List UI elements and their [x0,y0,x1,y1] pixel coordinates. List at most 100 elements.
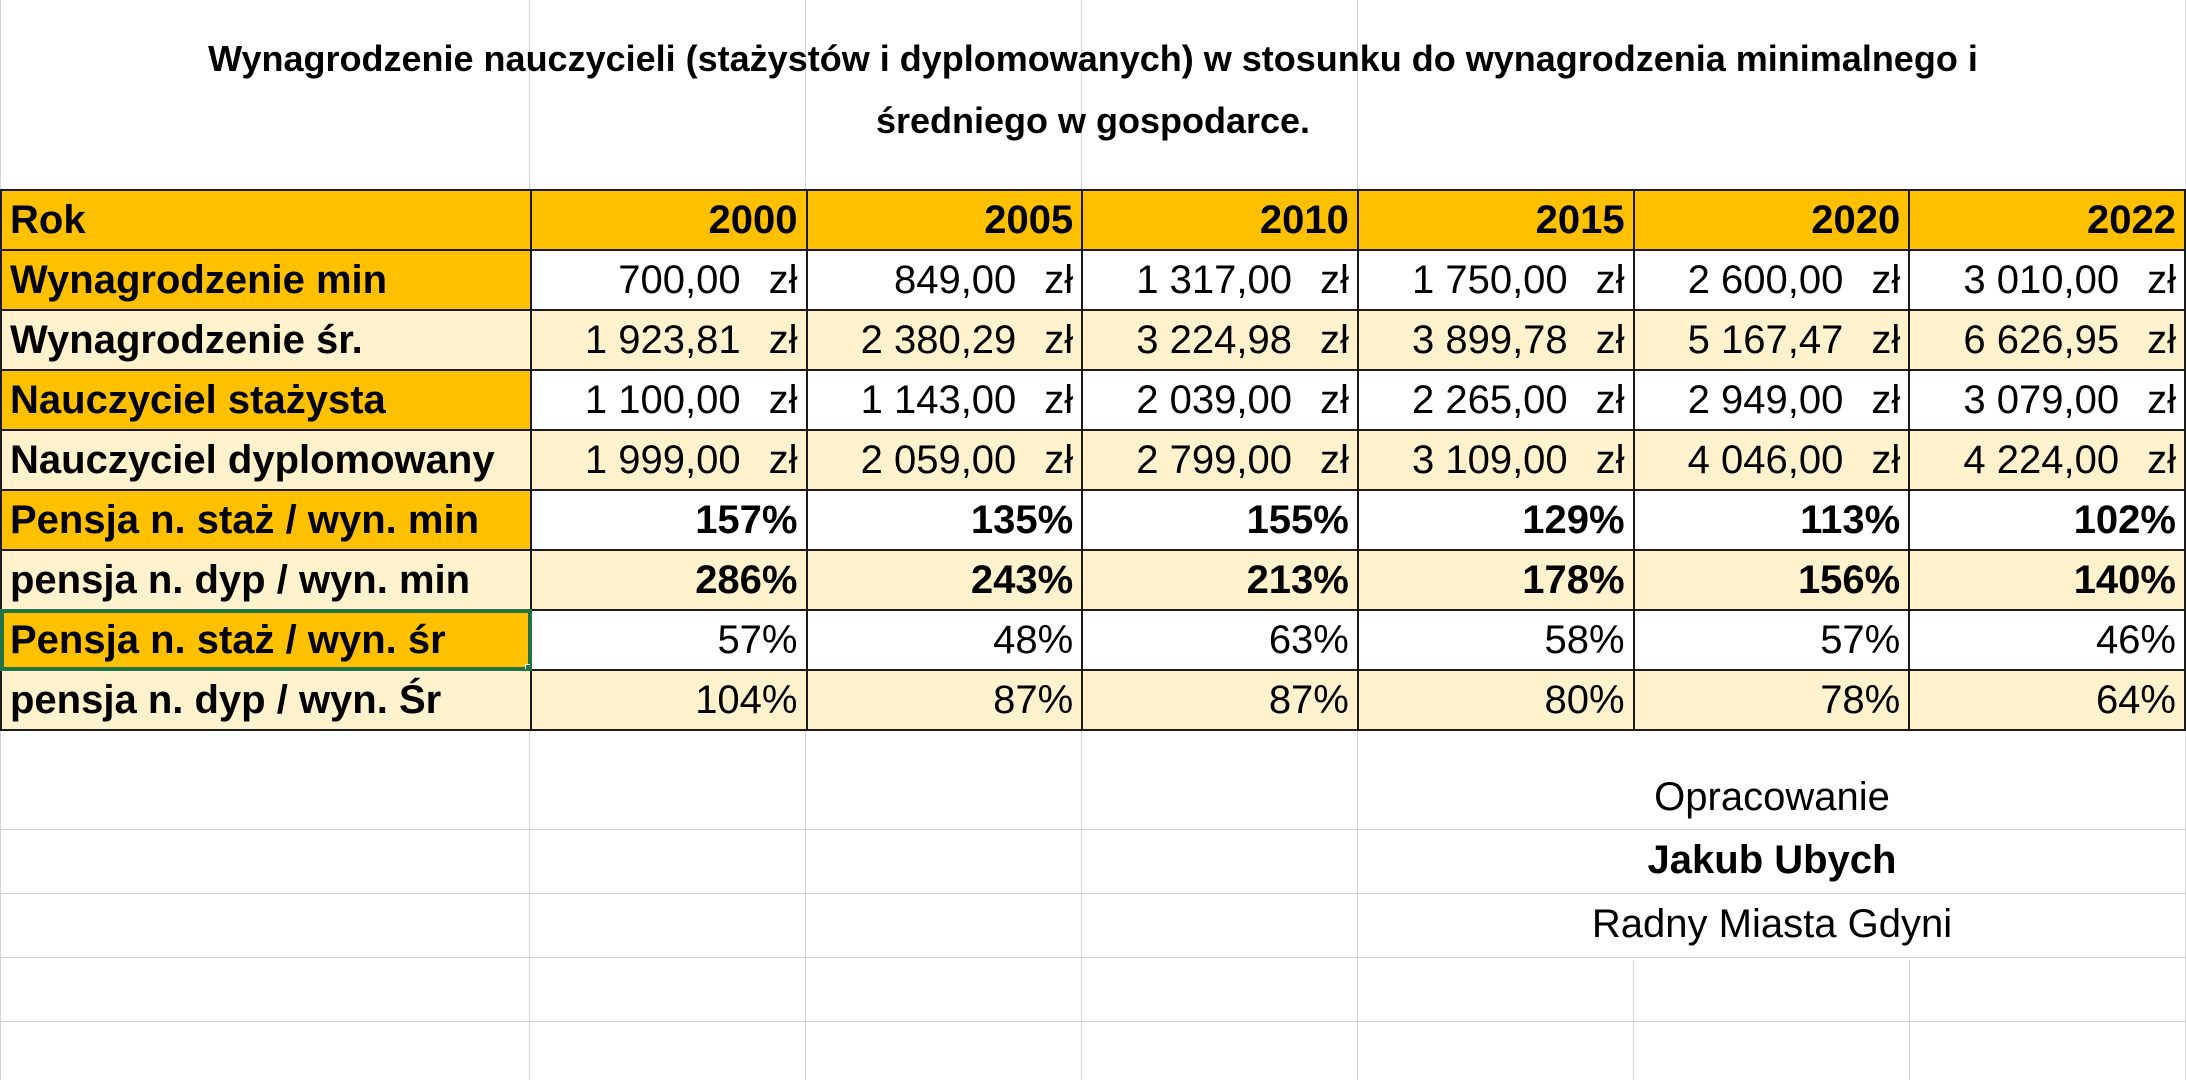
money-cell[interactable]: 1 317,00 zł [1081,249,1359,311]
percent-cell[interactable]: 78% [1632,669,1911,731]
percent-cell[interactable]: 102% [1908,489,2186,551]
percent-cell[interactable]: 140% [1908,549,2186,611]
year-cell[interactable]: 2000 [529,189,808,251]
percent-cell[interactable]: 58% [1356,609,1635,671]
currency: zł [768,257,798,302]
money-cell[interactable]: 700,00 zł [529,249,808,311]
money-cell[interactable]: 3 899,78 zł [1356,309,1635,371]
row-label[interactable]: pensja n. dyp / wyn. Śr [0,669,532,731]
row-label-rok[interactable]: Rok [0,189,532,251]
percent-cell[interactable]: 113% [1632,489,1911,551]
money-cell[interactable]: 3 079,00 zł [1908,369,2186,431]
percent-cell[interactable]: 57% [1632,609,1911,671]
percent-cell[interactable]: 48% [805,609,1084,671]
money-cell[interactable]: 3 224,98 zł [1081,309,1359,371]
money-cell[interactable]: 3 010,00 zł [1908,249,2186,311]
percent-cell[interactable]: 178% [1356,549,1635,611]
row-label[interactable]: pensja n. dyp / wyn. min [0,549,532,611]
table-row: pensja n. dyp / wyn. Śr 104% 87% 87% 80%… [0,669,2186,731]
row-label-selected-cell[interactable]: Pensja n. staż / wyn. śr [0,609,532,671]
table-row: Pensja n. staż / wyn. min 157% 135% 155%… [0,489,2186,551]
money-cell[interactable]: 1 143,00 zł [805,369,1084,431]
row-label[interactable]: Nauczyciel stażysta [0,369,532,431]
money-cell[interactable]: 1 999,00 zł [529,429,808,491]
money-cell[interactable]: 1 923,81 zł [529,309,808,371]
percent-cell[interactable]: 155% [1081,489,1359,551]
percent-cell[interactable]: 156% [1632,549,1911,611]
currency: zł [1595,317,1625,362]
money-cell[interactable]: 1 750,00 zł [1356,249,1635,311]
percent-cell[interactable]: 243% [805,549,1084,611]
money-cell[interactable]: 2 380,29 zł [805,309,1084,371]
currency: zł [1319,257,1349,302]
percent-cell[interactable]: 129% [1356,489,1635,551]
money-cell[interactable]: 849,00 zł [805,249,1084,311]
credit-line-1[interactable]: Opracowanie [1654,775,1890,819]
currency: zł [1871,257,1901,302]
value: 2 039,00 [1136,377,1292,422]
currency: zł [1871,317,1901,362]
percent-cell[interactable]: 135% [805,489,1084,551]
percent-cell[interactable]: 57% [529,609,808,671]
percent-cell[interactable]: 104% [529,669,808,731]
value: 3 109,00 [1411,437,1568,482]
percent-cell[interactable]: 63% [1081,609,1359,671]
money-cell[interactable]: 3 109,00 zł [1356,429,1635,491]
value: 2 600,00 [1687,257,1844,302]
value: 2 265,00 [1411,377,1568,422]
money-cell[interactable]: 2 799,00 zł [1081,429,1359,491]
percent-cell[interactable]: 286% [529,549,808,611]
money-cell[interactable]: 6 626,95 zł [1908,309,2186,371]
money-cell[interactable]: 2 039,00 zł [1081,369,1359,431]
gridline [0,1021,2186,1022]
money-cell[interactable]: 4 224,00 zł [1908,429,2186,491]
percent-cell[interactable]: 64% [1908,669,2186,731]
row-label[interactable]: Nauczyciel dyplomowany [0,429,532,491]
value: 4 046,00 [1687,437,1844,482]
currency: zł [1319,317,1349,362]
title-line-2: średniego w gospodarce. [875,100,1311,141]
row-label[interactable]: Wynagrodzenie min [0,249,532,311]
money-cell[interactable]: 1 100,00 zł [529,369,808,431]
currency: zł [2147,257,2176,302]
currency: zł [768,317,798,362]
credit-role[interactable]: Radny Miasta Gdyni [1591,902,1953,946]
value: 1 100,00 [584,377,741,422]
table-row: Wynagrodzenie min 700,00 zł 849,00 zł 1 31… [0,249,2186,311]
year-cell[interactable]: 2020 [1632,189,1911,251]
percent-cell[interactable]: 46% [1908,609,2186,671]
year-cell[interactable]: 2010 [1081,189,1359,251]
row-label-text: Pensja n. staż / wyn. śr [10,617,446,662]
value: 2 380,29 [860,317,1017,362]
percent-cell[interactable]: 87% [805,669,1084,731]
value: 700,00 [618,257,741,302]
year-cell[interactable]: 2005 [805,189,1084,251]
percent-cell[interactable]: 80% [1356,669,1635,731]
currency: zł [2147,317,2176,362]
row-label[interactable]: Wynagrodzenie śr. [0,309,532,371]
money-cell[interactable]: 4 046,00 zł [1632,429,1911,491]
value: 2 059,00 [860,437,1017,482]
money-cell[interactable]: 2 265,00 zł [1356,369,1635,431]
money-cell[interactable]: 2 059,00 zł [805,429,1084,491]
money-cell[interactable]: 2 949,00 zł [1632,369,1911,431]
percent-cell[interactable]: 87% [1081,669,1359,731]
gridline [0,893,2186,894]
money-cell[interactable]: 5 167,47 zł [1632,309,1911,371]
gridline [1633,960,1634,1080]
money-cell[interactable]: 2 600,00 zł [1632,249,1911,311]
percent-cell[interactable]: 213% [1081,549,1359,611]
row-label[interactable]: Pensja n. staż / wyn. min [0,489,532,551]
year-cell[interactable]: 2022 [1908,189,2186,251]
value: 3 899,78 [1411,317,1568,362]
year-cell[interactable]: 2015 [1356,189,1635,251]
currency: zł [1595,257,1625,302]
credit-author[interactable]: Jakub Ubych [1647,838,1897,882]
percent-cell[interactable]: 157% [529,489,808,551]
value: 3 010,00 [1963,257,2120,302]
currency: zł [1871,377,1901,422]
gridline [1909,960,1910,1080]
fill-handle[interactable] [524,664,529,668]
sheet-title[interactable]: Wynagrodzenie nauczycieli (stażystów i d… [0,28,2186,152]
